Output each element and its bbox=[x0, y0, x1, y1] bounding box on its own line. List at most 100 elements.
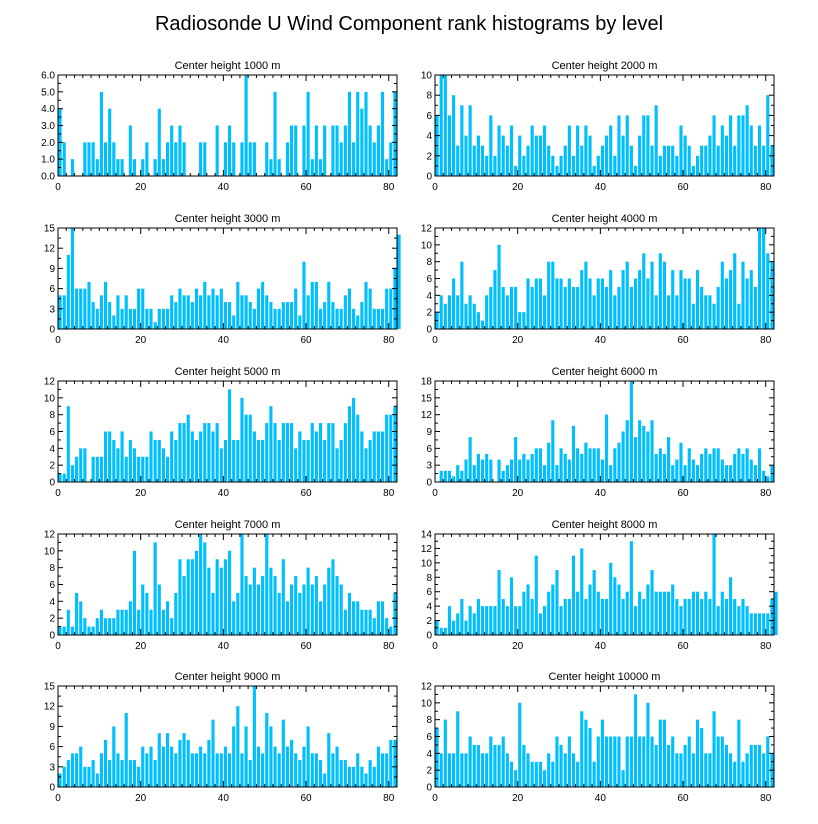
histogram-bar bbox=[596, 155, 600, 176]
histogram-bar bbox=[489, 459, 493, 482]
histogram-bar bbox=[339, 439, 343, 482]
histogram-bar bbox=[339, 308, 343, 329]
histogram-bar bbox=[485, 155, 489, 176]
y-tick-label: 12 bbox=[421, 682, 433, 693]
histogram-bar bbox=[228, 753, 232, 787]
histogram-bar bbox=[514, 286, 518, 329]
histogram-bar bbox=[310, 423, 314, 482]
histogram-bar bbox=[285, 746, 290, 787]
x-tick-label: 20 bbox=[512, 182, 524, 193]
histogram-bar bbox=[323, 584, 327, 635]
histogram-bar bbox=[497, 244, 501, 329]
histogram-bar bbox=[609, 562, 613, 635]
x-tick-label: 40 bbox=[595, 641, 607, 652]
histogram-bar bbox=[766, 253, 770, 329]
histogram-bar bbox=[343, 423, 347, 482]
histogram-bar bbox=[368, 125, 372, 176]
histogram-bar bbox=[737, 115, 741, 176]
histogram-bar bbox=[281, 559, 285, 635]
histogram-bar bbox=[708, 295, 712, 329]
histogram-bar bbox=[352, 766, 356, 787]
histogram-bar bbox=[530, 598, 534, 635]
histogram-bar bbox=[733, 761, 737, 787]
histogram-bar bbox=[70, 465, 75, 482]
histogram-bar bbox=[625, 736, 629, 787]
y-tick-label: 0 bbox=[49, 478, 55, 489]
histogram-bar bbox=[207, 423, 211, 482]
histogram-bar bbox=[99, 609, 103, 635]
histogram-bar bbox=[174, 439, 178, 482]
histogram-bar bbox=[547, 591, 551, 635]
histogram-bar bbox=[290, 739, 294, 787]
histogram-bar bbox=[538, 135, 542, 176]
histogram-bar bbox=[712, 303, 716, 329]
histogram-bar bbox=[733, 145, 737, 176]
histogram-bar bbox=[178, 288, 182, 329]
histogram-bar bbox=[343, 125, 347, 176]
histogram-bar bbox=[737, 719, 741, 787]
histogram-bar bbox=[501, 736, 505, 787]
y-tick-label: 0 bbox=[426, 172, 432, 183]
histogram-bar bbox=[153, 322, 157, 329]
histogram-bar bbox=[364, 609, 368, 635]
histogram-bar bbox=[576, 125, 580, 176]
histogram-bar bbox=[542, 606, 547, 635]
histogram-bar bbox=[285, 423, 290, 482]
histogram-bar bbox=[108, 760, 112, 787]
y-tick-label: 1.0 bbox=[41, 155, 55, 166]
histogram-bar bbox=[285, 142, 290, 176]
panel-title: Center height 6000 m bbox=[552, 366, 658, 378]
histogram-bar bbox=[141, 584, 145, 635]
histogram-bar bbox=[662, 145, 667, 176]
histogram-bar bbox=[687, 278, 691, 329]
histogram-bar bbox=[650, 420, 654, 482]
y-tick-label: 6 bbox=[426, 587, 432, 598]
histogram-bar bbox=[153, 159, 157, 176]
histogram-bar bbox=[712, 711, 716, 787]
x-tick-label: 0 bbox=[432, 488, 438, 499]
histogram-bar bbox=[559, 744, 563, 787]
histogram-bar bbox=[584, 261, 588, 329]
panel-title: Center height 1000 m bbox=[175, 60, 281, 72]
histogram-bar bbox=[252, 308, 256, 329]
histogram-bar bbox=[724, 744, 729, 787]
histogram-bar bbox=[509, 577, 514, 635]
histogram-bar bbox=[277, 159, 281, 176]
histogram-bar bbox=[331, 302, 335, 329]
histogram-bar bbox=[269, 726, 273, 787]
histogram-bar bbox=[314, 753, 318, 787]
histogram-bar bbox=[145, 456, 149, 482]
histogram-bar bbox=[435, 728, 439, 787]
histogram-bar bbox=[588, 448, 592, 482]
histogram-bar bbox=[376, 746, 380, 787]
histogram-bar bbox=[228, 302, 232, 329]
histogram-bar bbox=[555, 736, 559, 787]
histogram-bar bbox=[219, 288, 223, 329]
y-tick-label: 2 bbox=[49, 461, 55, 472]
histogram-bar bbox=[650, 736, 654, 787]
histogram-bar bbox=[724, 135, 729, 176]
histogram-bar bbox=[211, 719, 215, 787]
histogram-bar bbox=[671, 736, 675, 787]
histogram-bar bbox=[215, 125, 219, 176]
histogram-bar bbox=[559, 155, 563, 176]
histogram-bar bbox=[605, 736, 609, 787]
histogram-bar bbox=[62, 626, 66, 635]
y-tick-label: 15 bbox=[44, 224, 56, 235]
histogram-bar bbox=[141, 456, 145, 482]
histogram-bar bbox=[244, 414, 248, 482]
histogram-bar bbox=[157, 308, 161, 329]
histogram-bar bbox=[380, 308, 385, 329]
histogram-bar bbox=[708, 135, 712, 176]
histogram-bar bbox=[112, 726, 116, 787]
panel-title: Center height 9000 m bbox=[175, 671, 281, 683]
histogram-bar bbox=[343, 295, 347, 329]
histogram-bar bbox=[137, 288, 141, 329]
histogram-bar bbox=[625, 115, 629, 176]
histogram-bar bbox=[331, 559, 335, 635]
histogram-bar bbox=[712, 115, 716, 176]
histogram-bar bbox=[489, 736, 493, 787]
histogram-bar bbox=[116, 753, 120, 787]
histogram-bar bbox=[190, 431, 194, 482]
histogram-bar bbox=[671, 584, 675, 635]
